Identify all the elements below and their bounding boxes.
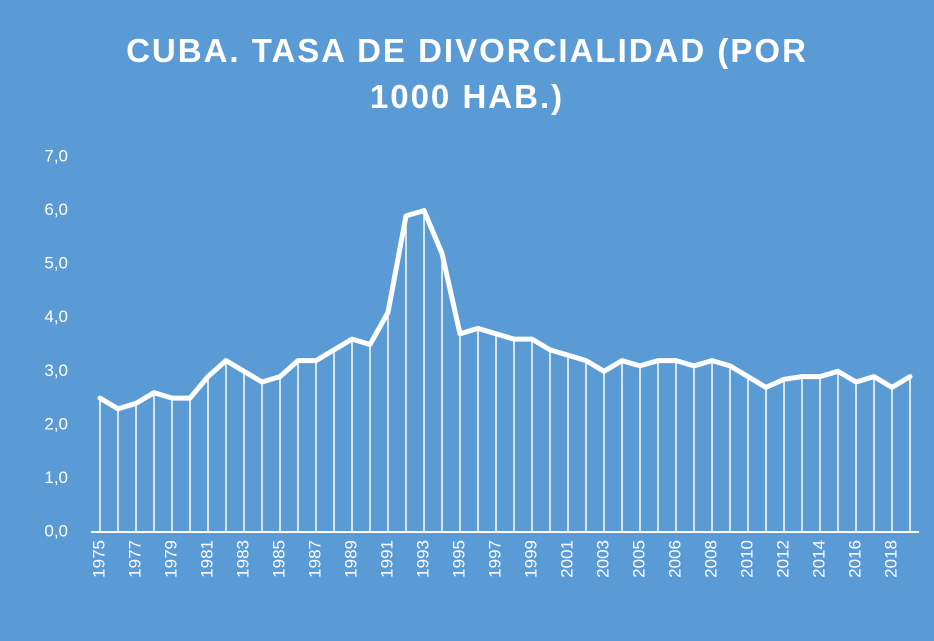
x-tick-label: 1983: [233, 540, 252, 578]
x-tick-label: 2018: [881, 540, 900, 578]
x-tick-label: 1991: [377, 540, 396, 578]
x-tick-label: 1989: [341, 540, 360, 578]
y-tick-label: 2,0: [44, 414, 68, 433]
y-tick-label: 0,0: [44, 521, 68, 540]
x-tick-label: 2012: [773, 540, 792, 578]
x-tick-label: 1995: [449, 540, 468, 578]
x-tick-label: 2008: [701, 540, 720, 578]
x-tick-label: 1975: [89, 540, 108, 578]
y-tick-label: 3,0: [44, 361, 68, 380]
y-tick-label: 5,0: [44, 254, 68, 273]
x-tick-label: 2014: [809, 540, 828, 578]
x-tick-label: 1993: [413, 540, 432, 578]
y-tick-label: 1,0: [44, 468, 68, 487]
x-tick-label: 1985: [269, 540, 288, 578]
y-tick-label: 4,0: [44, 307, 68, 326]
x-tick-label: 2001: [557, 540, 576, 578]
x-tick-label: 2003: [593, 540, 612, 578]
x-tick-label: 1981: [197, 540, 216, 578]
data-line: [97, 208, 913, 412]
x-tick-label: 2016: [845, 540, 864, 578]
x-tick-label: 1997: [485, 540, 504, 578]
chart-title: CUBA. TASA DE DIVORCIALIDAD (POR 1000 HA…: [126, 32, 808, 115]
y-tick-label: 6,0: [44, 200, 68, 219]
x-tick-label: 2005: [629, 540, 648, 578]
x-tick-label: 2006: [665, 540, 684, 578]
x-tick-label: 2010: [737, 540, 756, 578]
x-tick-label: 1979: [161, 540, 180, 578]
x-tick-label: 1999: [521, 540, 540, 578]
x-tick-label: 1977: [125, 540, 144, 578]
x-tick-label: 1987: [305, 540, 324, 578]
y-tick-label: 7,0: [44, 146, 68, 165]
